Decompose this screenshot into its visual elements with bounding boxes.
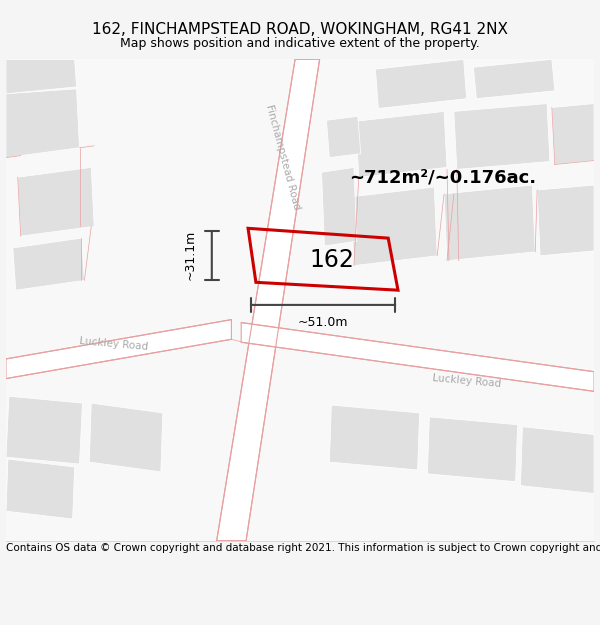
- Polygon shape: [6, 459, 74, 519]
- Polygon shape: [241, 322, 594, 391]
- Polygon shape: [329, 405, 419, 470]
- Polygon shape: [6, 319, 232, 379]
- Polygon shape: [376, 59, 467, 109]
- Text: ~31.1m: ~31.1m: [184, 230, 197, 281]
- Polygon shape: [552, 104, 594, 164]
- Polygon shape: [18, 168, 94, 236]
- Text: Finchampstead Road: Finchampstead Road: [265, 104, 302, 211]
- Polygon shape: [89, 403, 163, 472]
- Text: Map shows position and indicative extent of the property.: Map shows position and indicative extent…: [120, 38, 480, 50]
- Polygon shape: [427, 417, 518, 482]
- Text: 162, FINCHAMPSTEAD ROAD, WOKINGHAM, RG41 2NX: 162, FINCHAMPSTEAD ROAD, WOKINGHAM, RG41…: [92, 22, 508, 38]
- Polygon shape: [6, 59, 594, 541]
- Text: 162: 162: [310, 248, 355, 272]
- Text: Contains OS data © Crown copyright and database right 2021. This information is : Contains OS data © Crown copyright and d…: [6, 543, 600, 553]
- Text: ~51.0m: ~51.0m: [298, 316, 348, 329]
- Text: Luckley Road: Luckley Road: [432, 372, 502, 389]
- Polygon shape: [6, 59, 77, 94]
- Polygon shape: [537, 185, 594, 256]
- Polygon shape: [521, 427, 594, 494]
- Polygon shape: [351, 187, 437, 266]
- Polygon shape: [6, 89, 79, 158]
- Polygon shape: [356, 111, 447, 178]
- Polygon shape: [326, 116, 361, 158]
- Polygon shape: [444, 185, 535, 261]
- Text: Luckley Road: Luckley Road: [79, 336, 149, 352]
- Polygon shape: [454, 104, 550, 169]
- Polygon shape: [217, 59, 320, 541]
- Polygon shape: [13, 238, 85, 290]
- Polygon shape: [6, 396, 82, 464]
- Polygon shape: [322, 168, 357, 246]
- Polygon shape: [473, 59, 555, 99]
- Text: ~712m²/~0.176ac.: ~712m²/~0.176ac.: [349, 168, 536, 186]
